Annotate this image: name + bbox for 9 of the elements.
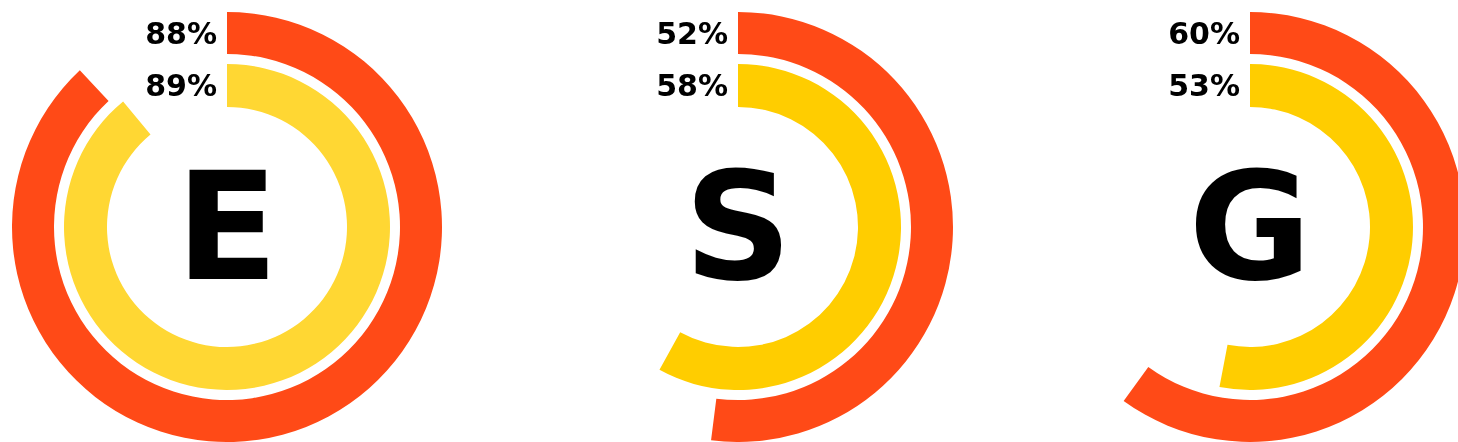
data-label: 52% (656, 15, 728, 51)
text: S (683, 140, 793, 314)
data-label: 60% (1168, 15, 1240, 51)
text: E (175, 140, 279, 314)
data-label: 53% (1168, 68, 1240, 103)
data-label: 89% (145, 68, 217, 103)
data-label: 88% (145, 15, 217, 51)
data-label: 58% (656, 68, 728, 103)
text: G (1188, 140, 1312, 314)
